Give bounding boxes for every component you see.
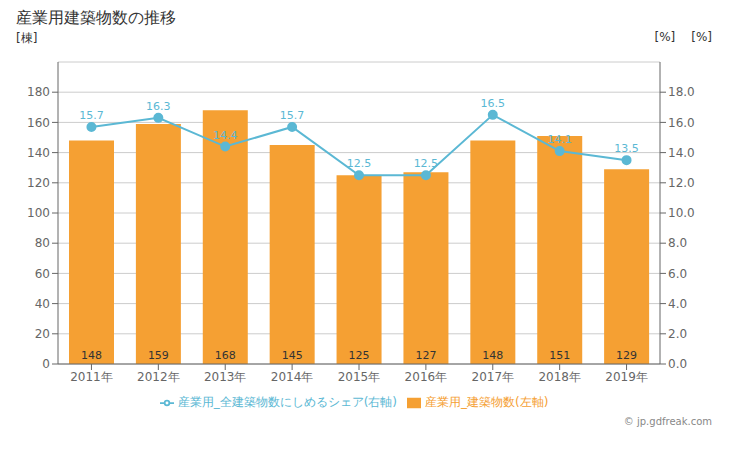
svg-text:16.5: 16.5 [481,97,506,110]
svg-text:0.0: 0.0 [668,357,687,371]
svg-text:2012年: 2012年 [137,370,180,384]
svg-text:160: 160 [27,116,50,130]
svg-text:12.5: 12.5 [347,157,372,170]
html-text:産業用_建築物数(左軸): 産業用_建築物数(左軸) [425,395,549,409]
svg-text:180: 180 [27,85,50,99]
svg-text:145: 145 [282,349,303,362]
svg-text:6.0: 6.0 [668,267,687,281]
html-text:[棟]: [棟] [16,31,38,45]
svg-text:2014年: 2014年 [271,370,314,384]
html-text:© jp.gdfreak.com: © jp.gdfreak.com [623,416,712,427]
svg-text:20: 20 [35,327,50,341]
svg-text:100: 100 [27,206,50,220]
svg-text:129: 129 [616,349,637,362]
svg-text:159: 159 [148,349,169,362]
svg-text:15.7: 15.7 [79,109,104,122]
svg-text:2013年: 2013年 [204,370,247,384]
svg-text:2015年: 2015年 [338,370,381,384]
svg-text:2.0: 2.0 [668,327,687,341]
svg-text:0: 0 [42,357,50,371]
svg-text:14.4: 14.4 [213,129,238,142]
svg-text:40: 40 [35,297,50,311]
svg-text:16.0: 16.0 [668,116,695,130]
svg-text:2019年: 2019年 [605,370,648,384]
svg-text:16.3: 16.3 [146,100,171,113]
svg-text:60: 60 [35,267,50,281]
svg-text:125: 125 [349,349,370,362]
svg-text:8.0: 8.0 [668,236,687,250]
svg-text:2018年: 2018年 [538,370,581,384]
svg-text:4.0: 4.0 [668,297,687,311]
svg-text:2017年: 2017年 [472,370,515,384]
svg-text:148: 148 [482,349,503,362]
svg-text:13.5: 13.5 [614,142,639,155]
svg-text:18.0: 18.0 [668,85,695,99]
svg-text:140: 140 [27,146,50,160]
svg-text:14.1: 14.1 [547,133,572,146]
svg-text:80: 80 [35,236,50,250]
svg-text:12.0: 12.0 [668,176,695,190]
svg-text:148: 148 [81,349,102,362]
svg-text:14.0: 14.0 [668,146,695,160]
html-text:産業用_全建築物数にしめるシェア(右軸): 産業用_全建築物数にしめるシェア(右軸) [177,395,397,409]
html-text:産業用建築物数の推移: 産業用建築物数の推移 [16,8,176,27]
svg-text:168: 168 [215,349,236,362]
svg-text:10.0: 10.0 [668,206,695,220]
svg-text:151: 151 [549,349,570,362]
svg-text:2011年: 2011年 [70,370,113,384]
svg-text:127: 127 [415,349,436,362]
svg-text:120: 120 [27,176,50,190]
svg-text:15.7: 15.7 [280,109,305,122]
svg-text:2016年: 2016年 [405,370,448,384]
svg-text:12.5: 12.5 [414,157,439,170]
